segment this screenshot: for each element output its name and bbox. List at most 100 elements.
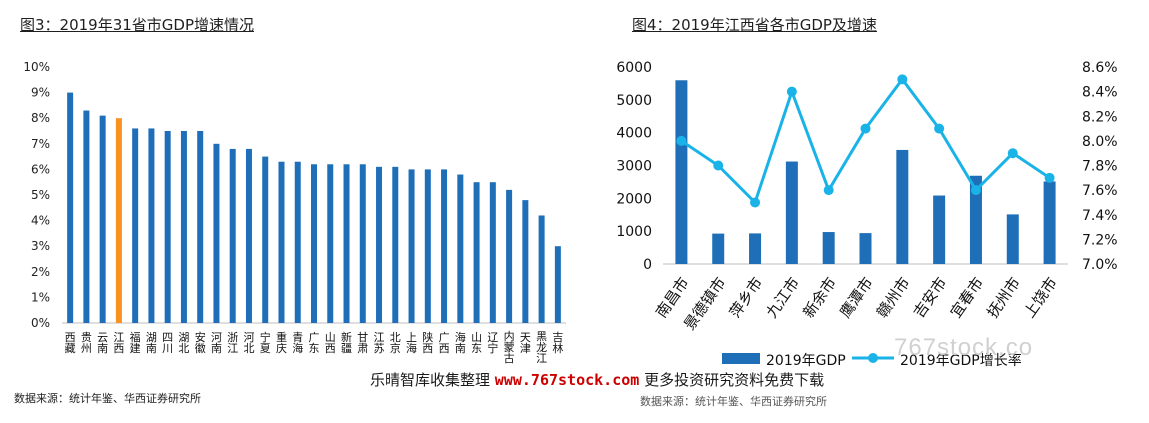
right-chart-jiangxi-city-gdp: 0 1000 2000 3000 4000 5000 6000 7.0% 7.2% 7.4% 7.6… — [616, 60, 1118, 333]
x-tick-char: 西 — [65, 331, 76, 344]
bar-山西 — [327, 164, 334, 323]
x-tick-char: 福 — [130, 330, 141, 344]
x-tick-char: 疆 — [341, 342, 352, 355]
x-tick-char: 吉 — [552, 331, 563, 344]
bar-辽宁 — [489, 182, 496, 323]
bar-西藏 — [67, 92, 74, 323]
x-tick-char: 湖 — [178, 331, 189, 344]
gdp-bar-九江市 — [785, 161, 798, 264]
x-tick-char: 安 — [195, 330, 206, 344]
bar-四川 — [164, 131, 171, 323]
y-tick-label: 8% — [31, 111, 50, 125]
right-y-tick-label: 8.4% — [1082, 85, 1118, 101]
legend-line-label: 2019年GDP增长率 — [900, 353, 1022, 369]
banner-suffix: 更多投资研究资料免费下载 — [644, 371, 825, 389]
banner-prefix: 乐晴智库收集整理 — [370, 371, 491, 389]
x-tick-char: 庆 — [276, 341, 287, 355]
left-chart-source: 数据来源：统计年鉴、华西证券研究所 — [14, 392, 201, 405]
x-tick-char: 徽 — [195, 341, 206, 355]
x-tick-char: 黑 — [536, 330, 547, 343]
x-tick-char: 内 — [504, 329, 515, 343]
right-y-tick-label: 7.8% — [1082, 159, 1118, 175]
y-tick-label: 6% — [31, 162, 50, 176]
gdp-bar-景德镇市 — [712, 233, 725, 264]
x-tick-char: 南 — [211, 342, 222, 355]
right-y-tick-label: 7.4% — [1082, 208, 1118, 224]
x-tick-char: 湖 — [146, 331, 157, 344]
x-tick-char: 江 — [536, 352, 547, 365]
left-chart-province-gdp-growth: 0%1%2%3%4%5%6%7%8%9%10%西藏贵州云南江西福建湖南四川湖北安… — [23, 60, 566, 365]
bar-黑龙江 — [538, 215, 545, 323]
x-tick-char: 夏 — [260, 342, 271, 355]
bar-重庆 — [278, 161, 285, 323]
right-y-tick-label: 7.6% — [1082, 183, 1118, 199]
x-tick-char: 北 — [390, 331, 401, 344]
x-tick-char: 肃 — [357, 342, 368, 355]
x-tick-char: 龙 — [536, 341, 547, 354]
bar-湖南 — [148, 128, 155, 323]
x-tick-label: 宜春市 — [947, 274, 988, 321]
left-y-tick-label: 4000 — [616, 126, 652, 142]
x-tick-char: 江 — [113, 331, 124, 344]
right-y-tick-label: 8.6% — [1082, 60, 1118, 76]
gdp-bar-萍乡市 — [749, 233, 762, 264]
right-y-tick-label: 7.0% — [1082, 257, 1118, 273]
growth-point-九江市 — [786, 86, 797, 97]
x-tick-label: 萍乡市 — [726, 274, 767, 321]
x-tick-char: 山 — [325, 331, 336, 344]
x-tick-char: 南 — [455, 342, 466, 355]
x-tick-char: 南 — [146, 342, 157, 355]
x-tick-char: 海 — [455, 330, 466, 344]
growth-point-赣州市 — [897, 74, 908, 85]
promo-banner: 乐晴智库收集整理 www.767stock.com 更多投资研究资料免费下载 — [370, 368, 852, 393]
x-tick-label: 鹰潭市 — [836, 274, 877, 321]
growth-point-吉安市 — [934, 123, 945, 134]
x-tick-char: 京 — [390, 341, 401, 355]
x-tick-char: 重 — [276, 330, 287, 344]
x-tick-char: 甘 — [357, 331, 368, 344]
gdp-bar-南昌市 — [675, 80, 688, 264]
gdp-bar-吉安市 — [933, 195, 946, 264]
watermark-text: 767stock.co — [894, 334, 1034, 361]
bar-新疆 — [343, 164, 350, 323]
y-tick-label: 10% — [23, 60, 50, 74]
bar-甘肃 — [359, 164, 366, 323]
bar-内蒙古 — [506, 189, 513, 323]
x-tick-char: 陕 — [422, 330, 433, 344]
bar-广西 — [441, 169, 448, 323]
right-y-tick-label: 7.2% — [1082, 232, 1118, 248]
x-tick-char: 西 — [422, 342, 433, 355]
bar-江西 — [115, 118, 122, 323]
y-tick-label: 2% — [31, 265, 50, 279]
x-tick-char: 山 — [471, 331, 482, 344]
x-tick-char: 津 — [520, 342, 531, 355]
left-y-tick-label: 3000 — [616, 159, 652, 175]
left-y-tick-label: 6000 — [616, 60, 652, 76]
bar-安徽 — [197, 131, 204, 323]
x-tick-char: 青 — [292, 331, 303, 344]
y-tick-label: 3% — [31, 239, 50, 253]
x-tick-char: 天 — [520, 331, 531, 344]
right-chart-source: 数据来源：统计年鉴、华西证券研究所 — [640, 395, 827, 408]
right-chart-title: 图4：2019年江西省各市GDP及增速 — [632, 16, 877, 34]
x-tick-char: 建 — [130, 341, 141, 355]
bar-福建 — [132, 128, 139, 323]
growth-point-抚州市 — [1007, 148, 1018, 159]
y-tick-label: 5% — [31, 188, 50, 202]
bar-海南 — [457, 174, 464, 323]
x-tick-label: 新余市 — [799, 274, 840, 321]
x-tick-char: 广 — [439, 331, 450, 344]
banner-url-link[interactable]: www.767stock.com — [494, 371, 640, 389]
legend-bar-label: 2019年GDP — [766, 353, 846, 369]
bar-山东 — [473, 182, 480, 323]
x-tick-char: 海 — [406, 341, 417, 355]
x-tick-label: 抚州市 — [983, 274, 1024, 321]
x-tick-char: 古 — [504, 352, 515, 365]
growth-point-宜春市 — [970, 185, 981, 196]
growth-point-南昌市 — [676, 135, 687, 146]
x-tick-char: 南 — [97, 342, 108, 355]
x-tick-label: 上饶市 — [1020, 274, 1061, 321]
left-y-tick-label: 5000 — [616, 93, 652, 109]
x-tick-char: 西 — [439, 342, 450, 355]
gdp-bar-新余市 — [822, 232, 835, 264]
